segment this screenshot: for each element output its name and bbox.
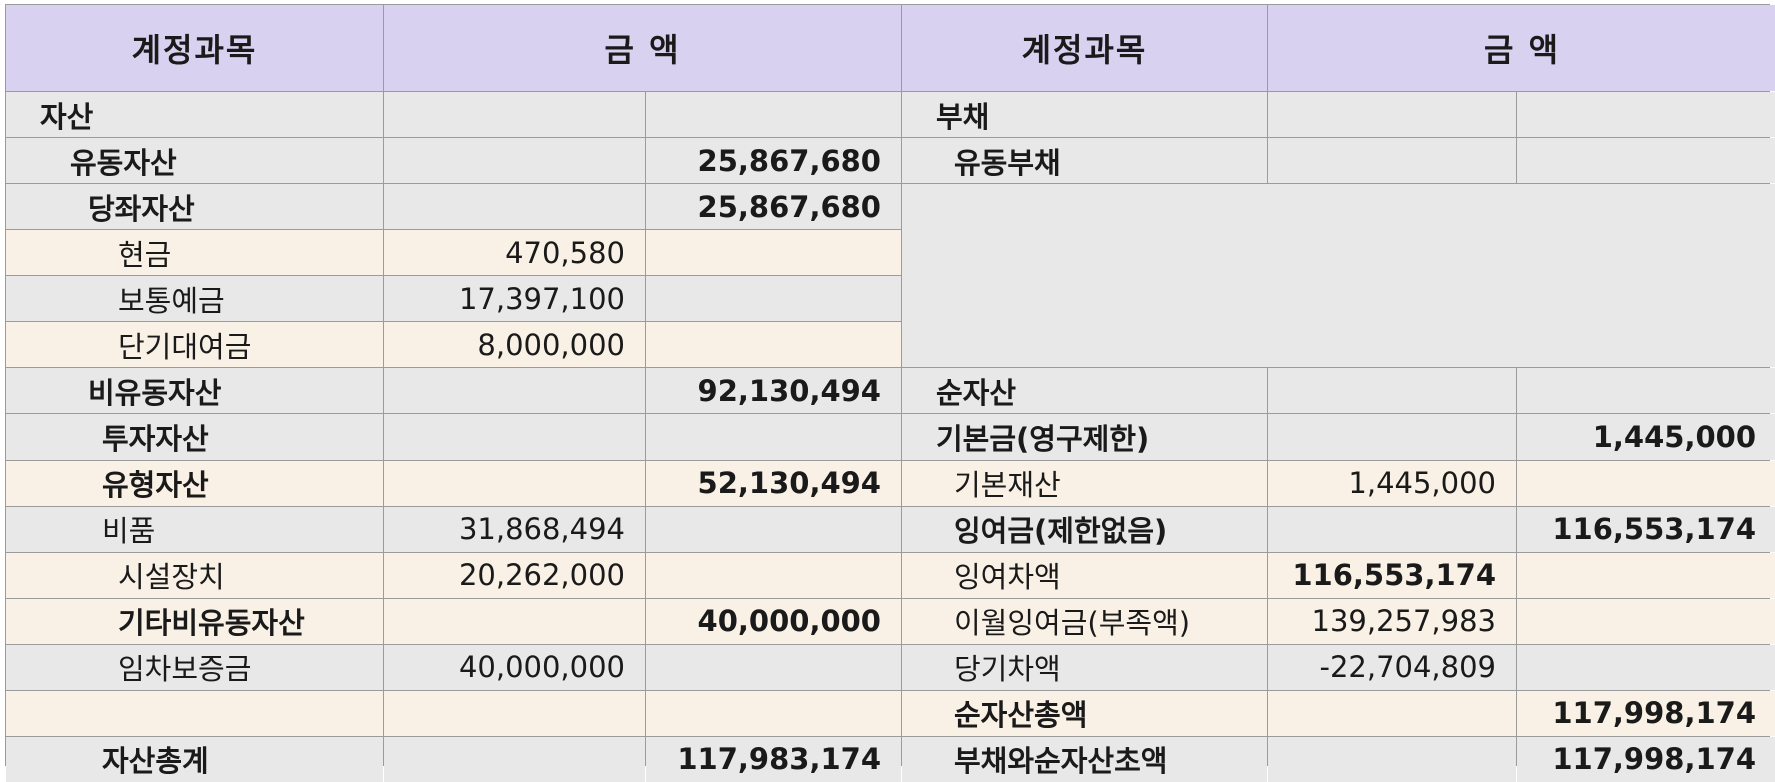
label-other-noncurrent: 기타비유동자산 xyxy=(6,598,383,644)
label-endowment: 기본금(영구제한) xyxy=(902,414,1267,460)
empty-cell xyxy=(1517,598,1775,644)
header-amount-right: 금 액 xyxy=(1268,5,1775,91)
empty-cell xyxy=(1268,414,1516,460)
label-lease-deposit: 임차보증금 xyxy=(6,644,383,690)
empty-cell xyxy=(1268,690,1516,736)
value-total-assets: 117,983,174 xyxy=(646,736,901,782)
empty-cell xyxy=(646,690,901,736)
label-deposit: 보통예금 xyxy=(6,276,383,322)
value-cash: 470,580 xyxy=(384,230,645,276)
value-endowment: 1,445,000 xyxy=(1517,414,1775,460)
empty-cell xyxy=(1268,506,1516,552)
empty-cell xyxy=(384,414,645,460)
empty-cell xyxy=(384,598,645,644)
value-current-assets: 25,867,680 xyxy=(646,138,901,184)
empty-cell xyxy=(1517,644,1775,690)
value-surplus-balance: 116,553,174 xyxy=(1268,552,1516,598)
value-tangible-assets: 52,130,494 xyxy=(646,460,901,506)
value-fixtures: 31,868,494 xyxy=(384,506,645,552)
value-short-loans: 8,000,000 xyxy=(384,322,645,368)
blank-merged-area xyxy=(902,184,1775,368)
label-current-liabilities: 유동부채 xyxy=(902,138,1267,184)
value-carried-surplus: 139,257,983 xyxy=(1268,598,1516,644)
empty-cell xyxy=(6,690,383,736)
empty-cell xyxy=(384,184,645,230)
label-quick-assets: 당좌자산 xyxy=(6,184,383,230)
empty-cell xyxy=(1517,92,1775,138)
label-current-assets: 유동자산 xyxy=(6,138,383,184)
label-tangible-assets: 유형자산 xyxy=(6,460,383,506)
header-account-left: 계정과목 xyxy=(6,5,383,91)
empty-cell xyxy=(646,644,901,690)
label-total-assets: 자산총계 xyxy=(6,736,383,782)
value-current-deficit: -22,704,809 xyxy=(1268,644,1516,690)
label-noncurrent-assets: 비유동자산 xyxy=(6,368,383,414)
empty-cell xyxy=(1517,138,1775,184)
label-net-assets: 순자산 xyxy=(902,368,1267,414)
empty-cell xyxy=(1268,736,1516,782)
label-total-net-assets: 순자산총액 xyxy=(902,690,1267,736)
empty-cell xyxy=(646,414,901,460)
empty-cell xyxy=(384,690,645,736)
label-fixtures: 비품 xyxy=(6,506,383,552)
label-assets: 자산 xyxy=(6,92,383,138)
value-other-noncurrent: 40,000,000 xyxy=(646,598,901,644)
label-basic-property: 기본재산 xyxy=(902,460,1267,506)
empty-cell xyxy=(384,92,645,138)
value-noncurrent-assets: 92,130,494 xyxy=(646,368,901,414)
empty-cell xyxy=(646,552,901,598)
label-total-liab-net: 부채와순자산초액 xyxy=(902,736,1267,782)
value-facilities: 20,262,000 xyxy=(384,552,645,598)
balance-sheet-table: 계정과목 금 액 계정과목 금 액 자산 부채 유동자산 25,867,680 … xyxy=(5,4,1775,782)
value-surplus: 116,553,174 xyxy=(1517,506,1775,552)
label-current-deficit: 당기차액 xyxy=(902,644,1267,690)
label-cash: 현금 xyxy=(6,230,383,276)
label-short-loans: 단기대여금 xyxy=(6,322,383,368)
empty-cell xyxy=(1268,138,1516,184)
value-deposit: 17,397,100 xyxy=(384,276,645,322)
empty-cell xyxy=(646,230,901,276)
label-surplus: 잉여금(제한없음) xyxy=(902,506,1267,552)
label-surplus-balance: 잉여차액 xyxy=(902,552,1267,598)
empty-cell xyxy=(384,138,645,184)
empty-cell xyxy=(646,276,901,322)
empty-cell xyxy=(1268,92,1516,138)
label-investment-assets: 투자자산 xyxy=(6,414,383,460)
empty-cell xyxy=(384,736,645,782)
empty-cell xyxy=(384,368,645,414)
value-quick-assets: 25,867,680 xyxy=(646,184,901,230)
empty-cell xyxy=(1268,368,1516,414)
label-facilities: 시설장치 xyxy=(6,552,383,598)
header-account-right: 계정과목 xyxy=(902,5,1267,91)
empty-cell xyxy=(1517,368,1775,414)
label-carried-surplus: 이월잉여금(부족액) xyxy=(902,598,1267,644)
value-total-net-assets: 117,998,174 xyxy=(1517,690,1775,736)
value-total-liab-net: 117,998,174 xyxy=(1517,736,1775,782)
empty-cell xyxy=(646,322,901,368)
value-basic-property: 1,445,000 xyxy=(1268,460,1516,506)
empty-cell xyxy=(1517,552,1775,598)
empty-cell xyxy=(646,92,901,138)
label-liabilities: 부채 xyxy=(902,92,1267,138)
value-lease-deposit: 40,000,000 xyxy=(384,644,645,690)
empty-cell xyxy=(384,460,645,506)
header-amount-left: 금 액 xyxy=(384,5,901,91)
empty-cell xyxy=(646,506,901,552)
empty-cell xyxy=(1517,460,1775,506)
